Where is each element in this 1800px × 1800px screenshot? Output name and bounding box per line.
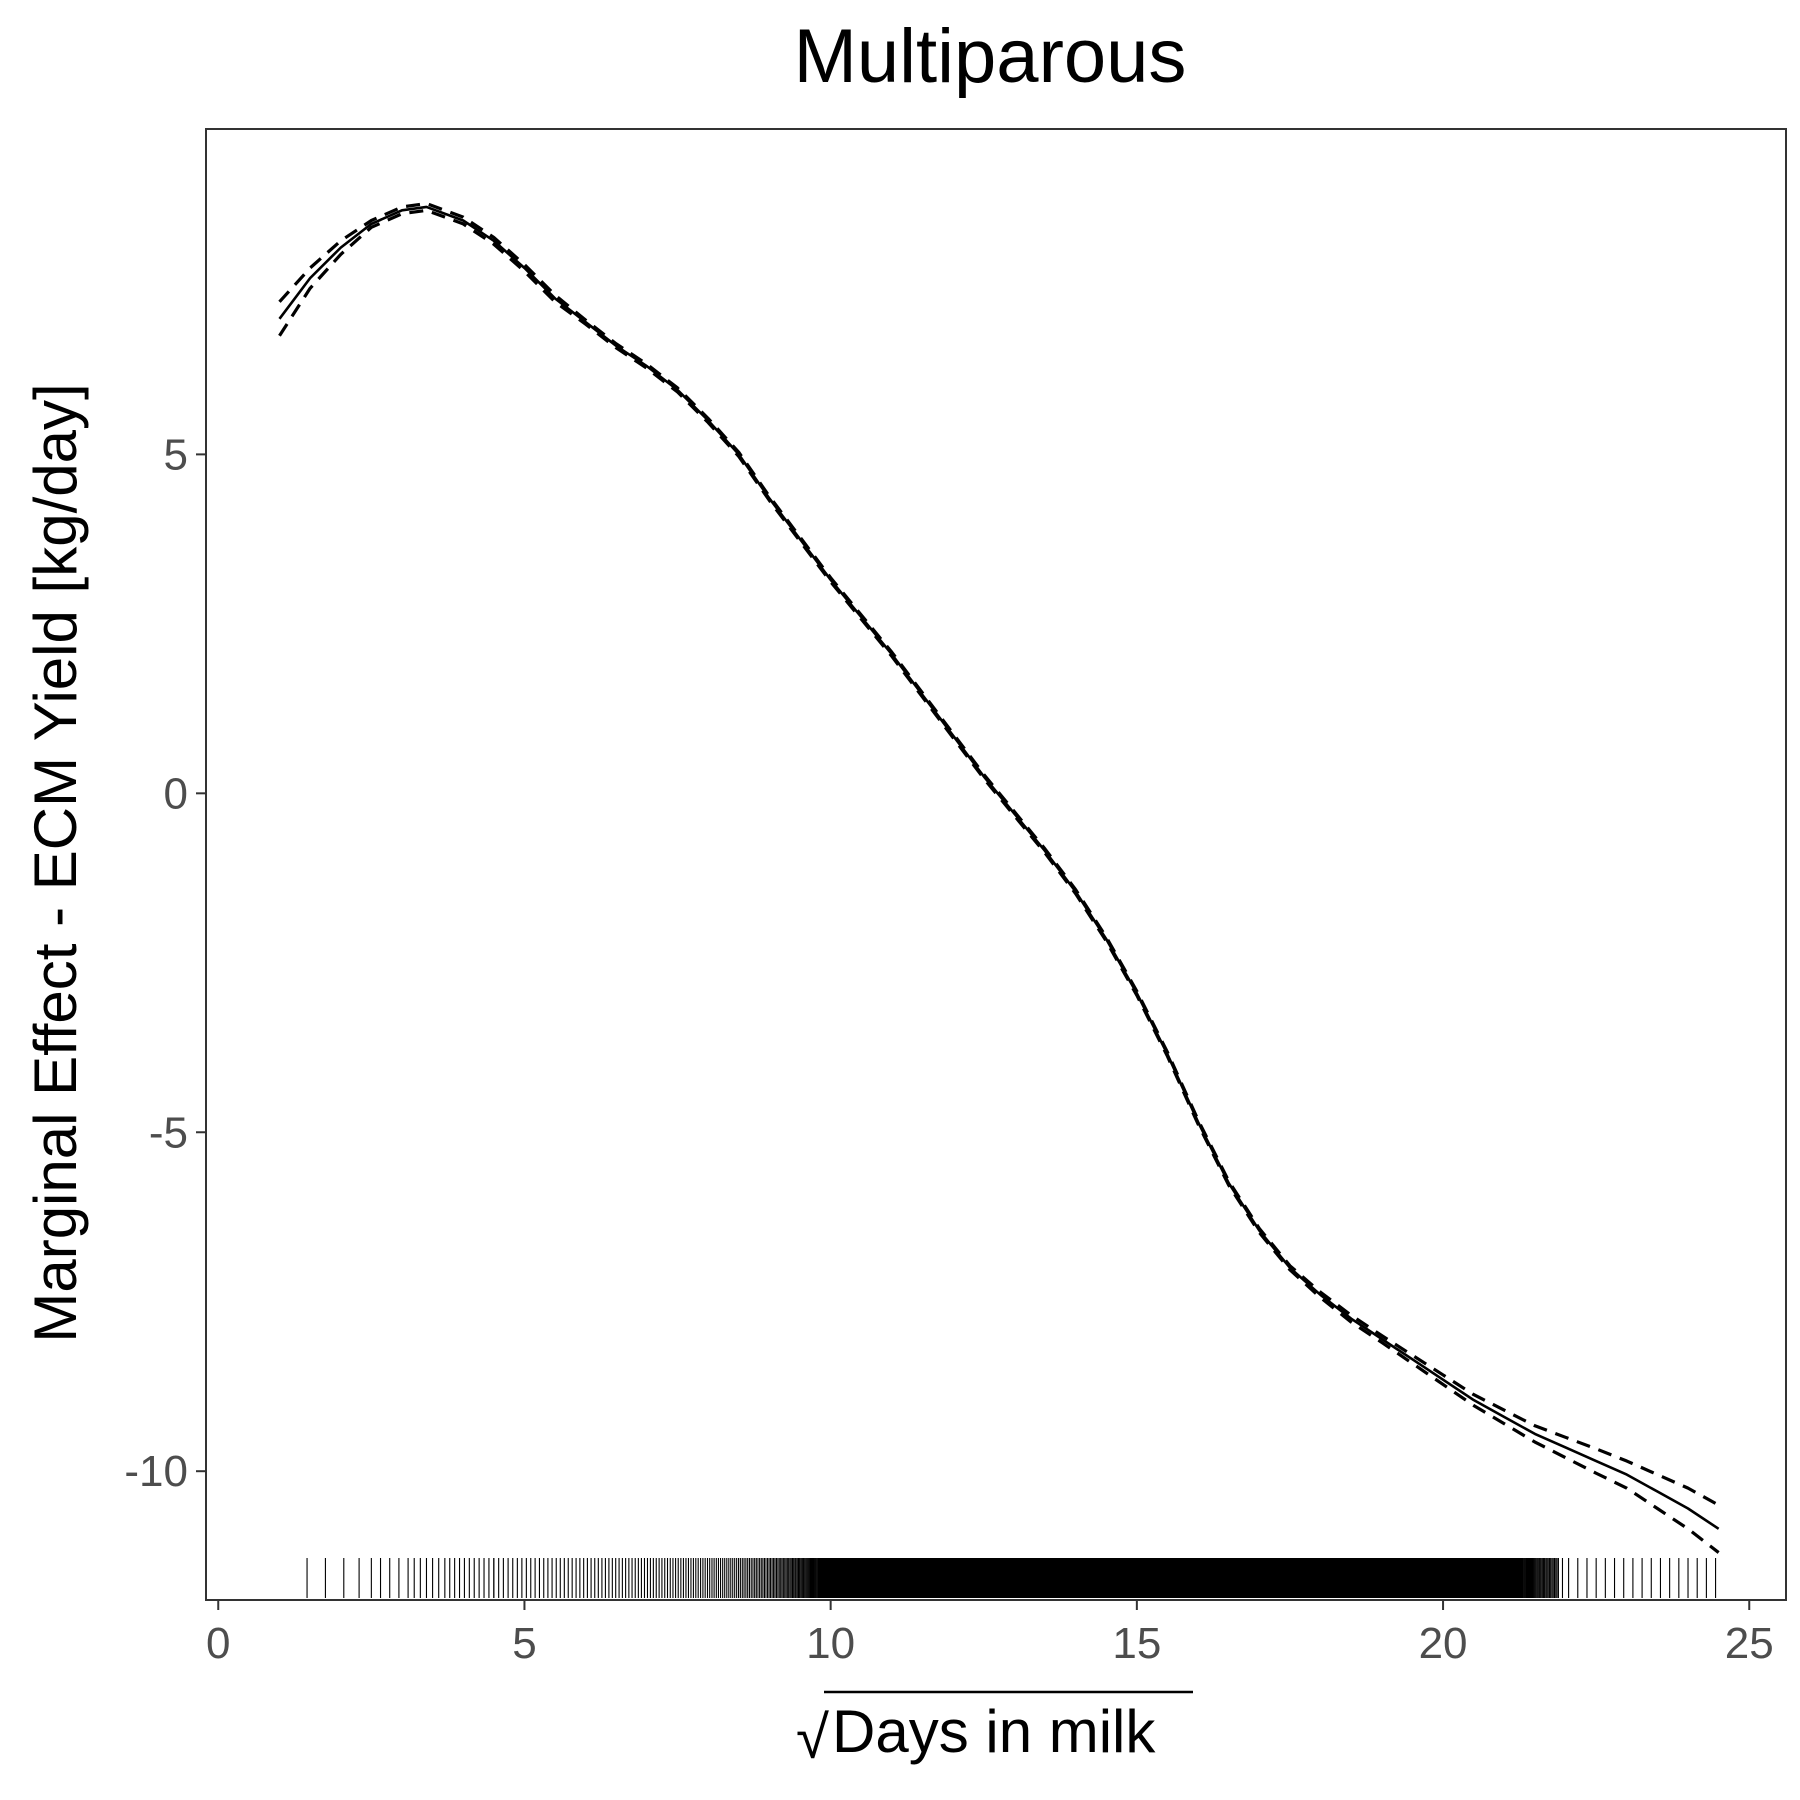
chart-title: Multiparous [794, 14, 1187, 99]
plot-area [278, 201, 1720, 1598]
y-axis-label: Marginal Effect - ECM Yield [kg/day] [22, 383, 89, 1342]
y-tick-label: 0 [164, 769, 188, 818]
series-line-lower-ci [278, 208, 1720, 1554]
x-axis-label: Days in milk [832, 1698, 1156, 1765]
y-tick-label: -5 [149, 1108, 188, 1157]
y-tick-label: 5 [164, 430, 188, 479]
series-line-upper-ci [278, 201, 1720, 1507]
x-tick-label: 0 [206, 1619, 230, 1668]
x-axis-sqrt-symbol: √ [796, 1704, 829, 1771]
y-tick-label: -10 [124, 1447, 188, 1496]
x-tick-label: 10 [806, 1619, 855, 1668]
x-tick-label: 15 [1112, 1619, 1161, 1668]
x-axis: 0 5 10 15 20 25 [206, 1600, 1774, 1668]
x-tick-label: 25 [1725, 1619, 1774, 1668]
rug [306, 1558, 1717, 1598]
rug-dense-band [818, 1558, 1523, 1598]
x-tick-label: 5 [512, 1619, 536, 1668]
x-axis-title: √ Days in milk [796, 1690, 1193, 1771]
panel-border [205, 128, 1787, 1601]
y-axis: 5 0 -5 -10 [124, 430, 206, 1496]
x-tick-label: 20 [1419, 1619, 1468, 1668]
